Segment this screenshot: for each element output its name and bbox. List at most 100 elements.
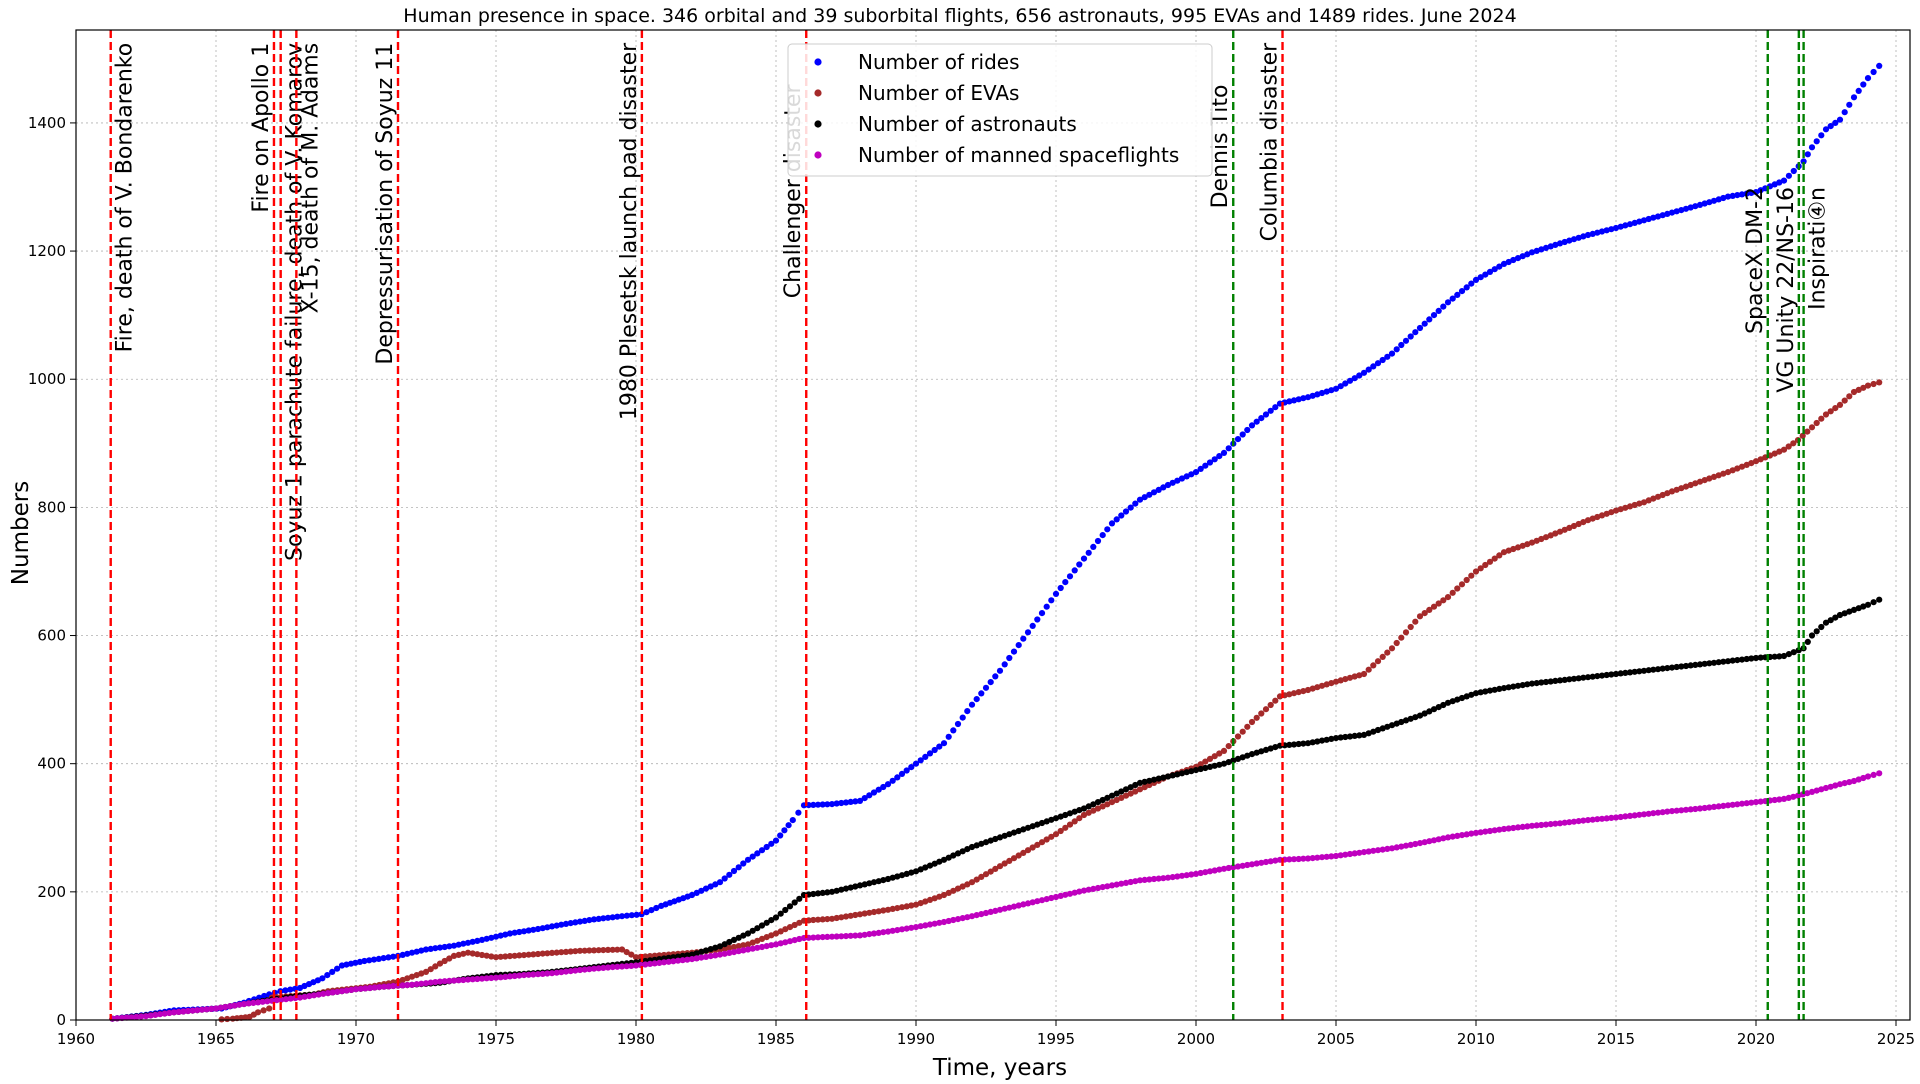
- data-point: [548, 970, 556, 977]
- data-point: [1710, 473, 1718, 480]
- data-point: [866, 792, 873, 799]
- data-point: [334, 965, 341, 972]
- data-point: [1080, 811, 1088, 819]
- data-point: [156, 1011, 164, 1018]
- data-point: [1323, 736, 1330, 743]
- data-point: [1738, 800, 1746, 807]
- data-point: [586, 966, 593, 973]
- data-point: [777, 832, 784, 839]
- data-point: [1118, 880, 1125, 887]
- legend-marker: [814, 120, 822, 128]
- data-point: [1444, 299, 1452, 306]
- data-point: [740, 932, 747, 939]
- data-point: [726, 944, 733, 951]
- data-point: [1598, 815, 1606, 822]
- data-point: [1808, 144, 1816, 151]
- data-point: [1701, 660, 1708, 667]
- data-point: [931, 920, 938, 927]
- data-point: [1164, 481, 1172, 489]
- data-point: [828, 888, 836, 895]
- data-point: [721, 945, 728, 952]
- data-point: [1402, 629, 1410, 636]
- data-point: [1085, 886, 1092, 893]
- data-point: [814, 801, 822, 808]
- data-point: [380, 955, 387, 962]
- data-point: [1440, 701, 1447, 709]
- data-point: [1757, 654, 1764, 661]
- data-point: [908, 764, 915, 771]
- data-point: [856, 797, 864, 805]
- data-point: [1790, 649, 1797, 656]
- data-point: [772, 941, 780, 948]
- data-point: [1860, 384, 1867, 391]
- data-point: [1870, 380, 1877, 388]
- data-point: [1846, 101, 1853, 108]
- data-point: [371, 984, 378, 991]
- data-point: [1800, 158, 1807, 165]
- data-point: [534, 971, 542, 978]
- data-point: [203, 1006, 210, 1013]
- data-point: [768, 942, 775, 949]
- data-point: [1850, 388, 1858, 396]
- data-point: [618, 913, 626, 920]
- data-point: [1827, 408, 1834, 415]
- data-point: [912, 760, 920, 767]
- data-point: [1318, 389, 1326, 397]
- data-point: [982, 839, 990, 846]
- data-point: [643, 909, 650, 916]
- data-point: [1486, 558, 1494, 565]
- data-point: [1631, 668, 1638, 675]
- data-point: [1062, 891, 1069, 898]
- data-point: [576, 966, 584, 974]
- data-point: [1724, 469, 1732, 476]
- data-point: [418, 980, 425, 987]
- data-point: [730, 936, 738, 944]
- data-point: [1244, 752, 1251, 759]
- data-point: [1538, 679, 1545, 686]
- data-point: [1328, 387, 1335, 394]
- data-point: [824, 933, 831, 941]
- data-point: [926, 921, 934, 928]
- data-point: [1286, 741, 1293, 749]
- data-point: [1188, 871, 1195, 878]
- data-point: [1034, 898, 1041, 905]
- data-point: [1384, 649, 1391, 656]
- data-point: [460, 950, 467, 957]
- x-tick-label: 1980: [617, 1030, 655, 1048]
- data-point: [1052, 893, 1060, 901]
- data-point: [1827, 123, 1834, 130]
- data-point: [1048, 833, 1055, 840]
- data-point: [1524, 823, 1531, 830]
- event-label: X-15, death of M. Adams: [298, 43, 323, 314]
- data-point: [544, 970, 551, 977]
- data-point: [1860, 81, 1867, 88]
- data-point: [1402, 337, 1410, 344]
- data-point: [735, 864, 742, 871]
- data-point: [1813, 138, 1820, 145]
- data-point: [1300, 688, 1307, 695]
- data-point: [1290, 741, 1298, 748]
- data-point: [1057, 827, 1064, 835]
- data-point: [567, 920, 574, 927]
- data-point: [1654, 493, 1662, 500]
- data-point: [1720, 470, 1727, 477]
- data-point: [1696, 478, 1704, 485]
- data-point: [1491, 686, 1498, 693]
- legend-marker: [814, 151, 822, 159]
- data-point: [436, 978, 444, 985]
- data-point: [789, 817, 796, 824]
- data-point: [1043, 603, 1050, 610]
- data-point: [1696, 201, 1704, 208]
- data-point: [1640, 499, 1648, 506]
- data-point: [1715, 803, 1722, 810]
- data-point: [1141, 876, 1148, 884]
- data-point: [1771, 796, 1778, 804]
- data-point: [1533, 680, 1540, 687]
- data-point: [964, 914, 971, 921]
- data-point: [1356, 732, 1363, 739]
- data-point: [170, 1009, 178, 1016]
- data-point: [1020, 849, 1027, 857]
- data-point: [852, 798, 859, 805]
- data-point: [936, 743, 943, 750]
- data-point: [404, 982, 411, 989]
